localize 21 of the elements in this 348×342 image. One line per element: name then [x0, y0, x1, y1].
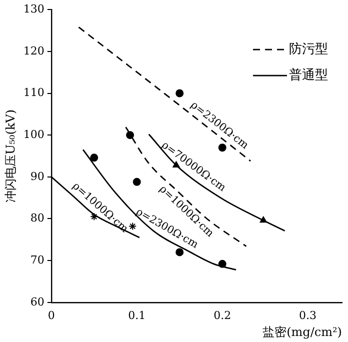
x-tick-label: 0.1: [128, 308, 146, 322]
y-tick-label: 70: [30, 253, 44, 266]
x-tick-label: 0.3: [299, 308, 317, 322]
y-axis-title: 冲闪电压U₅₀(kV): [3, 109, 18, 203]
x-tick-label: 0.2: [214, 308, 232, 322]
y-tick-label: 130: [23, 2, 44, 16]
y-tick-label: 80: [30, 212, 44, 225]
point: [132, 178, 141, 186]
x-axis-title: 盐密(mg/cm²): [262, 324, 342, 339]
legend-label: 普通型: [289, 66, 328, 83]
legend-label: 防污型: [289, 42, 328, 57]
y-tick-label: 60: [30, 295, 44, 308]
y-tick-label: 90: [30, 170, 44, 183]
y-tick-label: 120: [23, 44, 44, 58]
y-tick-label: 110: [23, 86, 44, 100]
point: [126, 131, 134, 140]
x-tick-label: 0: [48, 308, 55, 322]
point: [90, 154, 98, 162]
point: [176, 89, 184, 98]
point: [176, 248, 184, 256]
y-tick-label: 100: [23, 128, 44, 141]
